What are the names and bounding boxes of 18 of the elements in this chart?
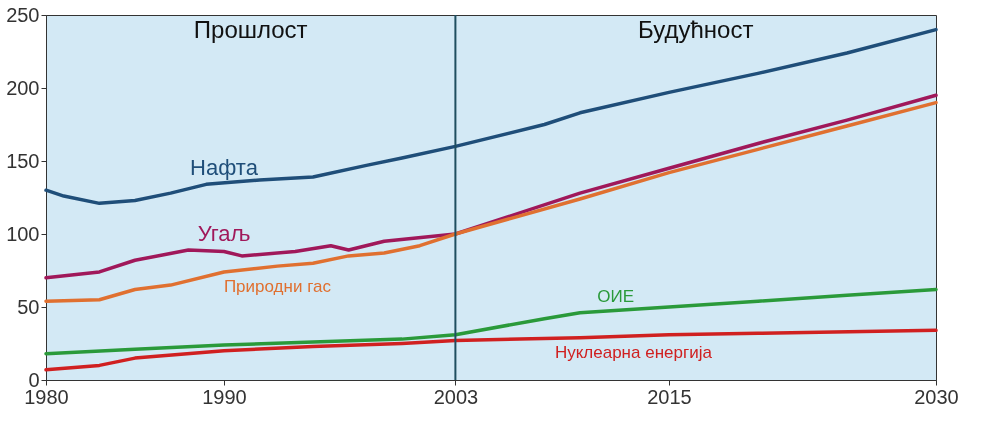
x-tick-label: 2030 (914, 385, 959, 408)
y-tick-label: 100 (6, 222, 40, 245)
y-tick-label: 150 (6, 149, 40, 172)
y-tick-label: 0 (28, 368, 40, 391)
line-series (44, 328, 938, 372)
y-tick-label: 200 (6, 76, 40, 99)
series-label: Угаљ (197, 221, 251, 246)
series-label: Нуклеарна енергија (554, 343, 713, 363)
x-tick-label: 1990 (202, 385, 247, 408)
x-tick-label: 2015 (647, 385, 692, 408)
y-tick-label: 250 (6, 3, 40, 26)
annotation: Будућност (638, 16, 754, 43)
series-label: ОИЕ (597, 287, 634, 307)
series-label: Природни гас (223, 276, 332, 296)
x-tick-label: 2003 (433, 385, 479, 408)
annotation: Прошлост (193, 16, 308, 43)
y-tick-label: 50 (17, 295, 40, 318)
series-label: Нафта (190, 155, 259, 181)
